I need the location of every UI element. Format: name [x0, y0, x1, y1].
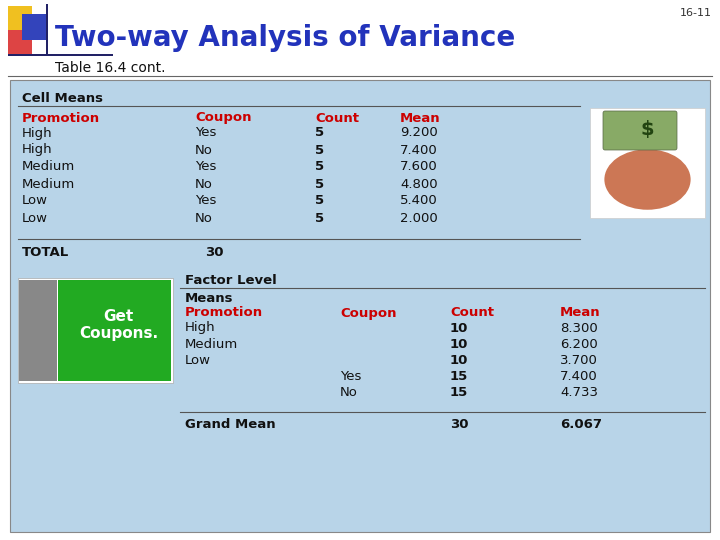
Text: Count: Count: [450, 307, 494, 320]
Text: 30: 30: [205, 246, 223, 259]
Bar: [8, 30, 32, 54]
Text: 6.200: 6.200: [560, 338, 598, 350]
Text: 15: 15: [450, 369, 468, 382]
Text: Means: Means: [185, 292, 233, 305]
Text: 7.600: 7.600: [400, 160, 438, 173]
Text: Yes: Yes: [195, 194, 217, 207]
Text: Two-way Analysis of Variance: Two-way Analysis of Variance: [55, 24, 516, 52]
Text: 5: 5: [315, 194, 324, 207]
Bar: [0, 0, 720, 90]
Bar: [46, 4, 48, 56]
Text: Cell Means: Cell Means: [22, 91, 103, 105]
Text: 5.400: 5.400: [400, 194, 438, 207]
Bar: [590, 108, 705, 218]
Text: 4.733: 4.733: [560, 386, 598, 399]
Bar: [22, 14, 48, 40]
Bar: [8, 6, 32, 30]
Text: Low: Low: [22, 212, 48, 225]
Text: Grand Mean: Grand Mean: [185, 418, 276, 431]
Text: No: No: [195, 212, 213, 225]
Text: 10: 10: [450, 338, 469, 350]
Text: 2.000: 2.000: [400, 212, 438, 225]
Text: 3.700: 3.700: [560, 354, 598, 367]
Text: Medium: Medium: [22, 160, 76, 173]
Text: 15: 15: [450, 386, 468, 399]
Text: 10: 10: [450, 354, 469, 367]
Text: 5: 5: [315, 160, 324, 173]
Ellipse shape: [604, 149, 690, 210]
Bar: [8, 54, 113, 56]
Text: Medium: Medium: [185, 338, 238, 350]
Text: High: High: [185, 321, 215, 334]
Text: Mean: Mean: [560, 307, 600, 320]
Text: Yes: Yes: [195, 160, 217, 173]
Text: 5: 5: [315, 178, 324, 191]
Text: Factor Level: Factor Level: [185, 273, 276, 287]
Text: TOTAL: TOTAL: [22, 246, 69, 259]
Text: High: High: [22, 144, 53, 157]
Text: Promotion: Promotion: [185, 307, 263, 320]
Text: 7.400: 7.400: [560, 369, 598, 382]
Text: Coupon: Coupon: [195, 111, 251, 125]
Text: Get
Coupons.: Get Coupons.: [79, 309, 158, 341]
Bar: [18, 278, 173, 383]
Text: Promotion: Promotion: [22, 111, 100, 125]
Text: 5: 5: [315, 126, 324, 139]
Bar: [58, 280, 171, 381]
Text: No: No: [340, 386, 358, 399]
FancyBboxPatch shape: [10, 80, 710, 532]
Text: $: $: [641, 120, 654, 139]
FancyBboxPatch shape: [603, 111, 677, 150]
Text: Count: Count: [315, 111, 359, 125]
Text: 5: 5: [315, 212, 324, 225]
Text: No: No: [195, 178, 213, 191]
Text: 6.067: 6.067: [560, 418, 602, 431]
Text: Table 16.4 cont.: Table 16.4 cont.: [55, 61, 166, 75]
Bar: [19, 280, 57, 381]
Text: Low: Low: [22, 194, 48, 207]
Text: Yes: Yes: [195, 126, 217, 139]
Text: Medium: Medium: [22, 178, 76, 191]
Text: High: High: [22, 126, 53, 139]
Text: 8.300: 8.300: [560, 321, 598, 334]
Text: 16-11: 16-11: [680, 8, 712, 18]
Text: Low: Low: [185, 354, 211, 367]
Text: 9.200: 9.200: [400, 126, 438, 139]
Text: 4.800: 4.800: [400, 178, 438, 191]
Text: Mean: Mean: [400, 111, 441, 125]
Text: 7.400: 7.400: [400, 144, 438, 157]
Text: 10: 10: [450, 321, 469, 334]
Text: Coupon: Coupon: [340, 307, 397, 320]
Text: 30: 30: [450, 418, 469, 431]
Text: 5: 5: [315, 144, 324, 157]
Text: Yes: Yes: [340, 369, 361, 382]
Text: No: No: [195, 144, 213, 157]
